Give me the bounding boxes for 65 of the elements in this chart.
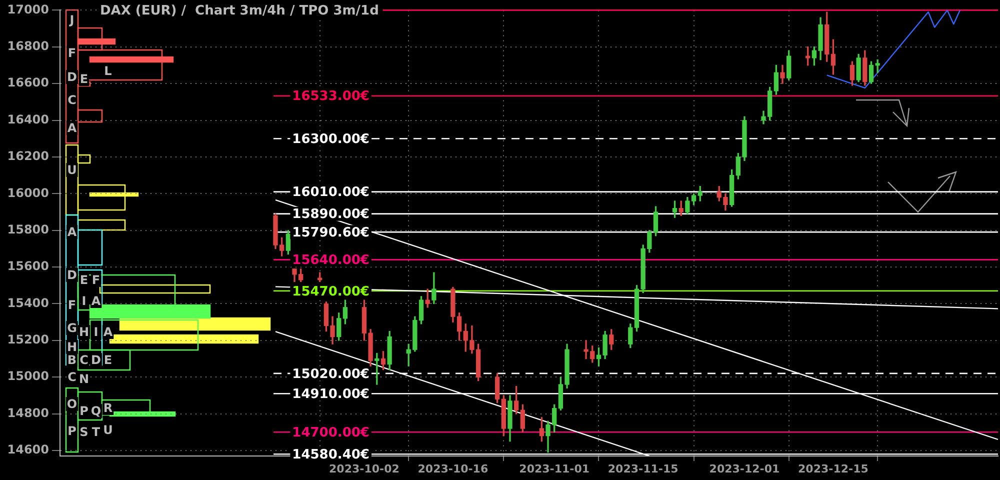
annotation: J xyxy=(68,13,74,28)
annotation: B xyxy=(67,353,77,368)
y-tick-label: 15200 xyxy=(7,332,49,347)
annotation: A xyxy=(103,325,114,340)
annotation: N xyxy=(78,372,90,386)
annotation: H xyxy=(66,340,78,354)
y-tick-label: 16200 xyxy=(7,149,49,164)
annotation: I xyxy=(94,325,98,340)
annotation: U xyxy=(103,423,113,438)
y-tick-label: 16800 xyxy=(7,39,49,54)
ref-line-label: 16533.00€ xyxy=(292,89,370,104)
annotation: E xyxy=(80,273,88,288)
x-tick-label: 2023-12-01 xyxy=(709,462,780,476)
annotation: D xyxy=(91,353,102,368)
annotation: I xyxy=(82,294,86,308)
y-tick-label: 16600 xyxy=(7,76,49,90)
x-tick-label: 2023-10-02 xyxy=(329,462,400,476)
ref-line-label: 15470.00€ xyxy=(292,284,370,300)
annotation: Q xyxy=(90,404,102,418)
annotation: A xyxy=(67,225,78,240)
y-tick-label: 15600 xyxy=(7,259,49,274)
y-tick-label: 16400 xyxy=(7,112,49,126)
annotation: E xyxy=(104,353,112,368)
x-tick-label: 2023-11-01 xyxy=(519,462,590,476)
ref-line-label: 15890.00€ xyxy=(292,207,370,222)
annotation: F xyxy=(68,298,76,312)
y-tick-label: 14600 xyxy=(7,442,49,457)
ref-line-label: 16010.00€ xyxy=(292,185,370,200)
x-tick-label: 2023-11-15 xyxy=(608,462,678,476)
annotation: D xyxy=(67,70,78,84)
annotation: F xyxy=(92,273,100,288)
annotation: D xyxy=(67,268,78,282)
y-tick-label: 16000 xyxy=(7,186,49,200)
annotation: E xyxy=(80,72,88,86)
annotation: S xyxy=(80,425,88,440)
annotation: A xyxy=(67,121,78,136)
y-tick-label: 15000 xyxy=(7,369,49,384)
y-tick-label: 17000 xyxy=(7,2,49,16)
annotation: L xyxy=(104,64,112,78)
annotation: R xyxy=(103,401,113,416)
annotation: U xyxy=(67,163,77,178)
y-tick-label: 15400 xyxy=(7,296,49,310)
annotation: A xyxy=(91,294,102,308)
annotation: C xyxy=(80,353,89,368)
annotation: F xyxy=(68,46,76,60)
ref-line-label: 14700.00€ xyxy=(292,426,370,441)
annotation: P xyxy=(68,424,77,438)
x-tick-label: 2023-12-15 xyxy=(798,462,868,476)
ref-line-label: 14910.00€ xyxy=(292,387,370,402)
annotation: T xyxy=(92,425,101,440)
annotation: C xyxy=(68,93,77,108)
annotation: P xyxy=(80,404,89,418)
x-tick-label: 2023-10-16 xyxy=(418,462,488,476)
ref-line-label: 16300.00€ xyxy=(292,132,370,147)
ref-line-label: 15790.60€ xyxy=(292,225,370,240)
annotation: H xyxy=(78,325,90,340)
chart-title: DAX (EUR) / Chart 3m/4h / TPO 3m/1d xyxy=(100,4,379,19)
annotation: C xyxy=(68,370,77,384)
annotation: G xyxy=(67,321,77,336)
ref-line-label: 14580.40€ xyxy=(292,447,370,462)
annotation: O xyxy=(66,397,78,412)
ref-line-label: 15640.00€ xyxy=(292,253,370,268)
y-tick-label: 15800 xyxy=(7,222,49,236)
ref-line-label: 15020.00€ xyxy=(292,366,370,382)
y-tick-label: 14800 xyxy=(7,406,49,420)
